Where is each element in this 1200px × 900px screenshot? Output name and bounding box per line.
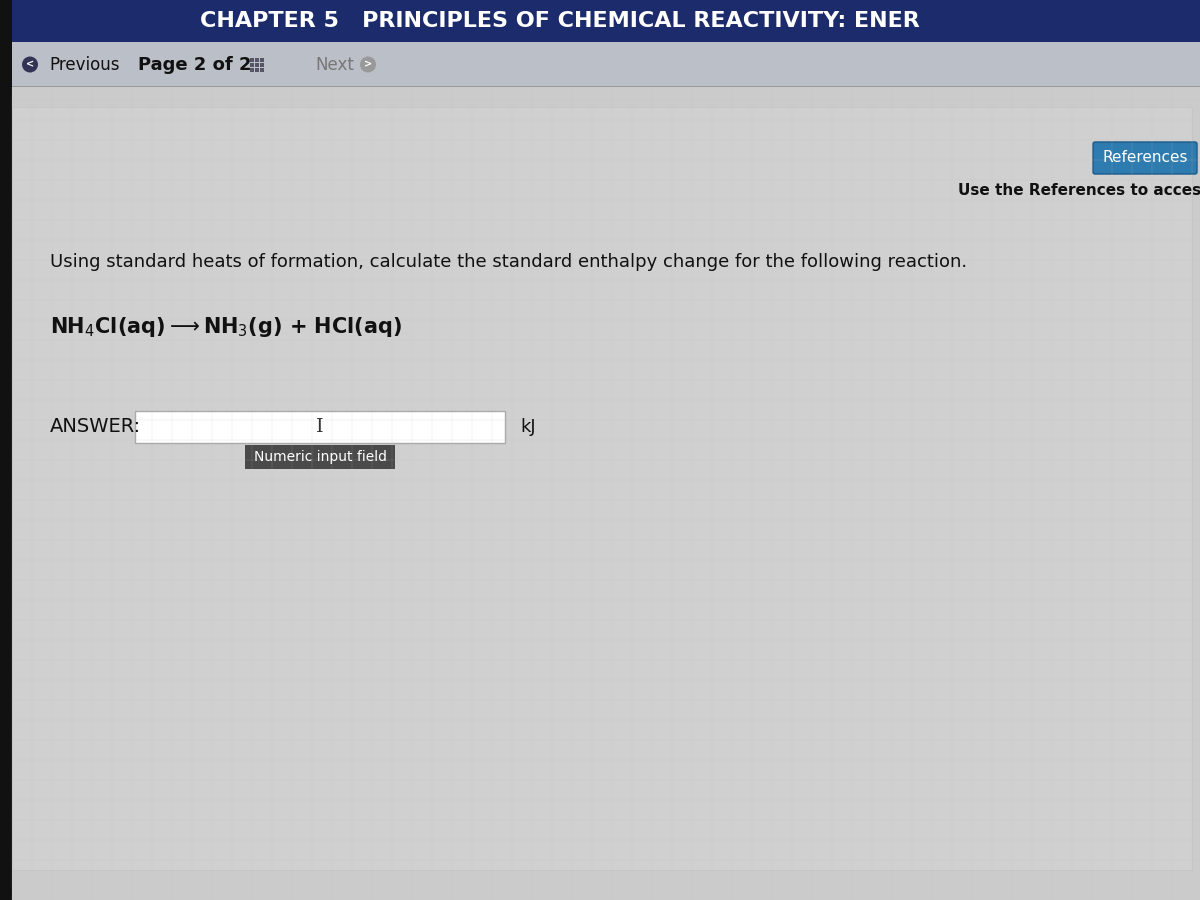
Text: CHAPTER 5   PRINCIPLES OF CHEMICAL REACTIVITY: ENER: CHAPTER 5 PRINCIPLES OF CHEMICAL REACTIV… bbox=[200, 11, 919, 31]
Bar bbox=[245, 445, 395, 469]
Text: NH$_4$Cl(aq)$\longrightarrow$NH$_3$(g) + HCl(aq): NH$_4$Cl(aq)$\longrightarrow$NH$_3$(g) +… bbox=[50, 315, 402, 339]
Circle shape bbox=[22, 57, 38, 73]
Text: References: References bbox=[1103, 150, 1188, 166]
Bar bbox=[12, 0, 1200, 42]
Text: kJ: kJ bbox=[520, 418, 535, 436]
Text: Previous: Previous bbox=[49, 56, 120, 74]
Bar bbox=[260, 68, 264, 71]
Bar bbox=[134, 411, 505, 443]
Text: ANSWER:: ANSWER: bbox=[50, 418, 142, 436]
Bar bbox=[260, 63, 264, 67]
Text: <: < bbox=[26, 59, 34, 69]
Bar bbox=[250, 68, 253, 71]
Bar bbox=[0, 0, 12, 900]
Text: I: I bbox=[316, 418, 324, 436]
Text: Numeric input field: Numeric input field bbox=[253, 450, 386, 464]
Text: Use the References to access important val: Use the References to access important v… bbox=[958, 183, 1200, 197]
Bar bbox=[256, 58, 258, 61]
Bar bbox=[250, 58, 253, 61]
Text: Next: Next bbox=[314, 56, 354, 74]
Bar bbox=[250, 63, 253, 67]
Bar bbox=[256, 63, 258, 67]
Text: Page 2 of 2: Page 2 of 2 bbox=[138, 56, 252, 74]
Text: >: > bbox=[364, 59, 372, 69]
FancyBboxPatch shape bbox=[1093, 142, 1198, 174]
Bar bbox=[12, 107, 1192, 870]
Text: Using standard heats of formation, calculate the standard enthalpy change for th: Using standard heats of formation, calcu… bbox=[50, 253, 967, 271]
Circle shape bbox=[360, 57, 376, 73]
Bar bbox=[256, 68, 258, 71]
Bar bbox=[12, 42, 1200, 87]
Bar bbox=[12, 86, 1200, 87]
Bar bbox=[260, 58, 264, 61]
